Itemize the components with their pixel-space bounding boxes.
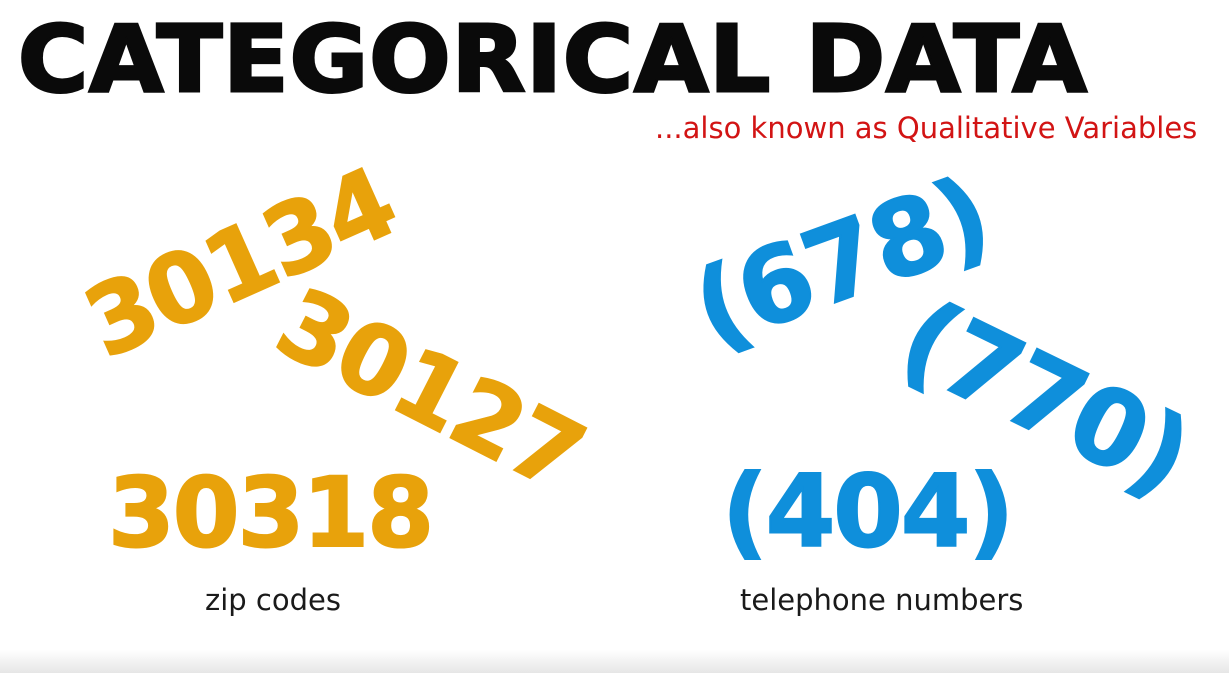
slide-subtitle: ...also known as Qualitative Variables — [655, 111, 1198, 145]
slide-title: CATEGORICAL DATA — [16, 6, 1088, 113]
telephone-numbers-label: telephone numbers — [740, 583, 1024, 617]
area-code-3: (404) — [721, 453, 1015, 570]
bottom-shadow-bar — [0, 650, 1229, 673]
zip-codes-label: zip codes — [205, 583, 341, 617]
zip-code-3: 30318 — [107, 457, 435, 569]
